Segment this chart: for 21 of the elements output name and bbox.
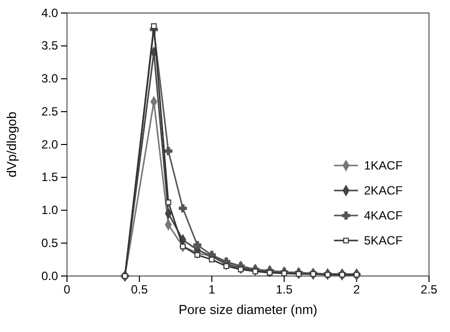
x-tick-label: 0 — [64, 282, 71, 297]
y-tick-label: 1.0 — [41, 203, 58, 218]
x-tick-label: 1 — [208, 282, 216, 297]
x-tick-label: 2.5 — [420, 282, 438, 297]
y-tick-label: 2.5 — [41, 104, 58, 118]
y-tick-label: 4.0 — [41, 6, 58, 20]
x-tick-label: 1.5 — [276, 282, 293, 297]
x-tick-label: 2 — [353, 282, 360, 297]
legend-label: 5KACF — [364, 234, 403, 248]
y-tick-label: 2.0 — [41, 137, 58, 152]
y-tick-label: 0.5 — [41, 236, 58, 250]
y-tick-label: 3.0 — [41, 72, 58, 86]
x-axis-title: Pore size diameter (nm) — [178, 302, 318, 317]
y-tick-label: 0.0 — [41, 268, 58, 283]
y-tick-label: 3.5 — [41, 38, 58, 53]
x-tick-label: 0.5 — [131, 282, 148, 297]
y-axis-title: dVp/dlogob — [4, 112, 19, 178]
legend-label: 4KACF — [364, 208, 403, 223]
y-tick-label: 1.5 — [41, 170, 58, 184]
legend-label: 2KACF — [364, 184, 403, 198]
legend-label: 1KACF — [364, 158, 403, 173]
